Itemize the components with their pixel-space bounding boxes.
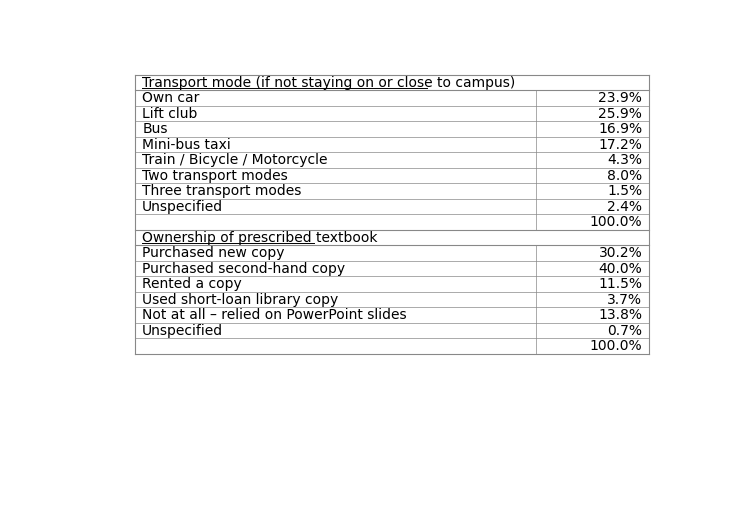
Text: Purchased new copy: Purchased new copy (143, 246, 285, 260)
Text: 11.5%: 11.5% (599, 277, 642, 291)
Text: Own car: Own car (143, 91, 200, 105)
Text: 25.9%: 25.9% (599, 107, 642, 121)
Text: Three transport modes: Three transport modes (143, 184, 302, 198)
Text: 16.9%: 16.9% (598, 122, 642, 136)
Text: Rented a copy: Rented a copy (143, 277, 242, 291)
Text: 13.8%: 13.8% (599, 308, 642, 322)
Text: Ownership of prescribed textbook: Ownership of prescribed textbook (143, 231, 378, 245)
Text: Lift club: Lift club (143, 107, 198, 121)
Text: Mini-bus taxi: Mini-bus taxi (143, 138, 231, 152)
Text: Unspecified: Unspecified (143, 200, 223, 213)
Text: 17.2%: 17.2% (599, 138, 642, 152)
Text: Transport mode (if not staying on or close to campus): Transport mode (if not staying on or clo… (143, 76, 516, 89)
Text: 1.5%: 1.5% (607, 184, 642, 198)
Text: 40.0%: 40.0% (599, 262, 642, 276)
Text: Train / Bicycle / Motorcycle: Train / Bicycle / Motorcycle (143, 153, 328, 167)
Text: 2.4%: 2.4% (608, 200, 642, 213)
Text: 4.3%: 4.3% (608, 153, 642, 167)
Text: Purchased second-hand copy: Purchased second-hand copy (143, 262, 345, 276)
Text: 23.9%: 23.9% (599, 91, 642, 105)
Text: Unspecified: Unspecified (143, 324, 223, 338)
Text: 3.7%: 3.7% (608, 293, 642, 306)
Text: 30.2%: 30.2% (599, 246, 642, 260)
Text: Used short-loan library copy: Used short-loan library copy (143, 293, 339, 306)
Text: 100.0%: 100.0% (590, 339, 642, 353)
Text: Bus: Bus (143, 122, 167, 136)
Text: Not at all – relied on PowerPoint slides: Not at all – relied on PowerPoint slides (143, 308, 407, 322)
Text: 8.0%: 8.0% (607, 168, 642, 183)
Text: 0.7%: 0.7% (608, 324, 642, 338)
Text: Two transport modes: Two transport modes (143, 168, 288, 183)
Text: 100.0%: 100.0% (590, 215, 642, 229)
